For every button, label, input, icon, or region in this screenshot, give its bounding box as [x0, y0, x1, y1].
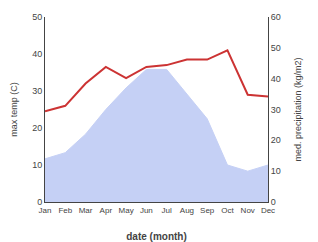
svg-text:50: 50	[32, 12, 42, 22]
svg-text:Jun: Jun	[140, 206, 153, 215]
svg-text:Apr: Apr	[100, 206, 113, 215]
svg-text:0: 0	[37, 197, 42, 207]
svg-text:10: 10	[271, 166, 281, 176]
svg-text:Oct: Oct	[221, 206, 234, 215]
svg-text:Jan: Jan	[39, 206, 52, 215]
svg-text:30: 30	[271, 105, 281, 115]
svg-text:max temp (C): max temp (C)	[9, 82, 19, 137]
svg-text:30: 30	[32, 86, 42, 96]
svg-text:40: 40	[32, 49, 42, 59]
svg-text:0: 0	[271, 197, 276, 207]
svg-text:20: 20	[32, 123, 42, 133]
svg-text:med. precipitation (kg/m2): med. precipitation (kg/m2)	[293, 57, 303, 161]
svg-text:40: 40	[271, 74, 281, 84]
svg-text:May: May	[119, 206, 134, 215]
svg-text:Jul: Jul	[162, 206, 172, 215]
svg-text:Sep: Sep	[200, 206, 215, 215]
svg-text:60: 60	[271, 12, 281, 22]
svg-text:Feb: Feb	[58, 206, 72, 215]
svg-text:Aug: Aug	[180, 206, 194, 215]
svg-text:10: 10	[32, 160, 42, 170]
svg-text:20: 20	[271, 135, 281, 145]
svg-text:Mar: Mar	[79, 206, 93, 215]
svg-text:50: 50	[271, 43, 281, 53]
svg-text:Dec: Dec	[261, 206, 275, 215]
svg-text:date (month): date (month)	[126, 231, 187, 242]
svg-text:Nov: Nov	[241, 206, 255, 215]
